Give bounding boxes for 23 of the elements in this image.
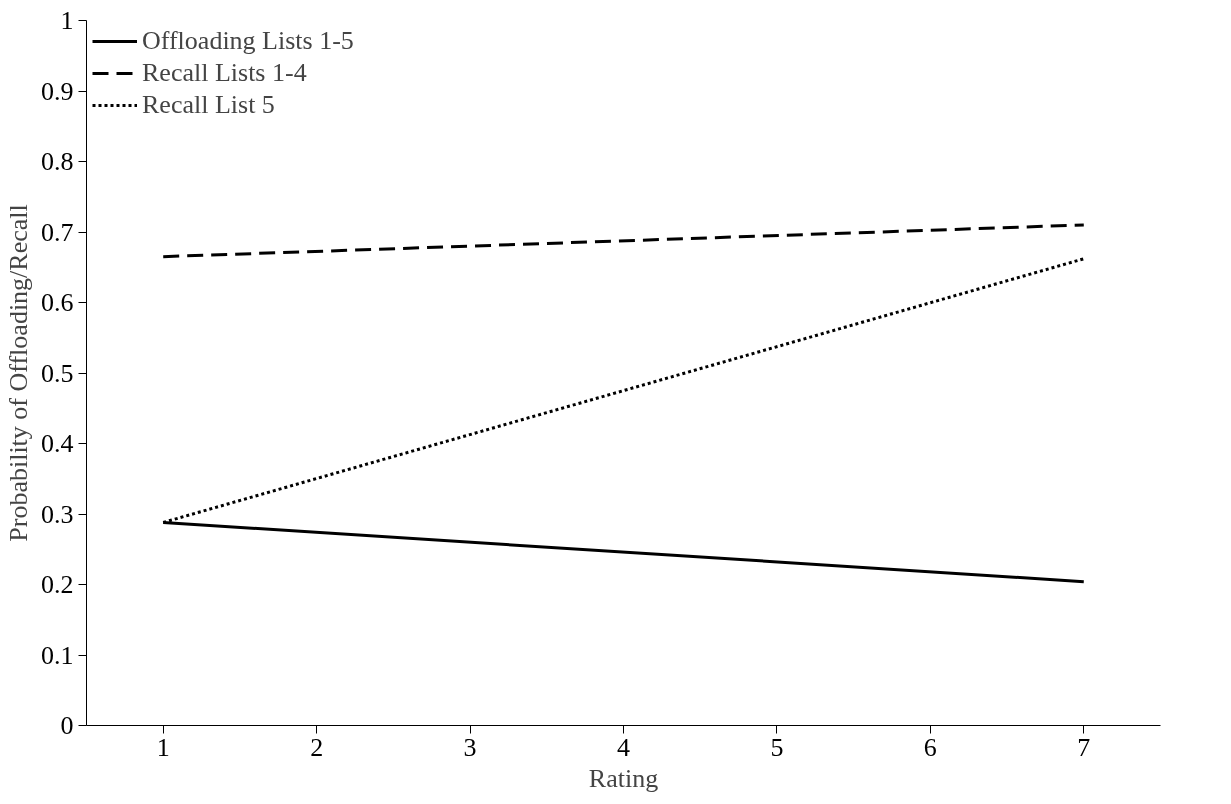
y-tick-label: 0.4 (41, 429, 74, 458)
x-tick-label: 6 (923, 732, 937, 762)
legend-label: Offloading Lists 1-5 (142, 26, 354, 56)
y-tick-label: 0.9 (41, 76, 74, 106)
y-tick-label: 0.6 (41, 288, 74, 317)
y-tick-label: 1 (60, 6, 74, 35)
x-tick-label: 5 (770, 732, 784, 762)
y-tick-label: 0 (60, 711, 74, 740)
x-axis-title: Rating (588, 763, 659, 793)
y-tick-label: 0.3 (41, 499, 74, 529)
legend-label: Recall List 5 (142, 90, 275, 120)
x-tick-label: 3 (463, 732, 477, 762)
y-tick-label: 0.2 (41, 570, 74, 599)
x-tick-label: 1 (156, 732, 170, 762)
y-tick-label: 0.5 (41, 358, 74, 388)
x-tick-label: 4 (617, 732, 630, 762)
x-tick-label: 2 (310, 732, 324, 762)
legend-label: Recall Lists 1-4 (142, 58, 307, 88)
y-tick-label: 0.7 (41, 217, 74, 247)
y-tick-label: 0.8 (41, 147, 74, 176)
y-tick-label: 0.1 (41, 640, 74, 670)
x-tick-label: 7 (1077, 732, 1091, 762)
y-axis-title: Probability of Offloading/Recall (4, 204, 33, 542)
